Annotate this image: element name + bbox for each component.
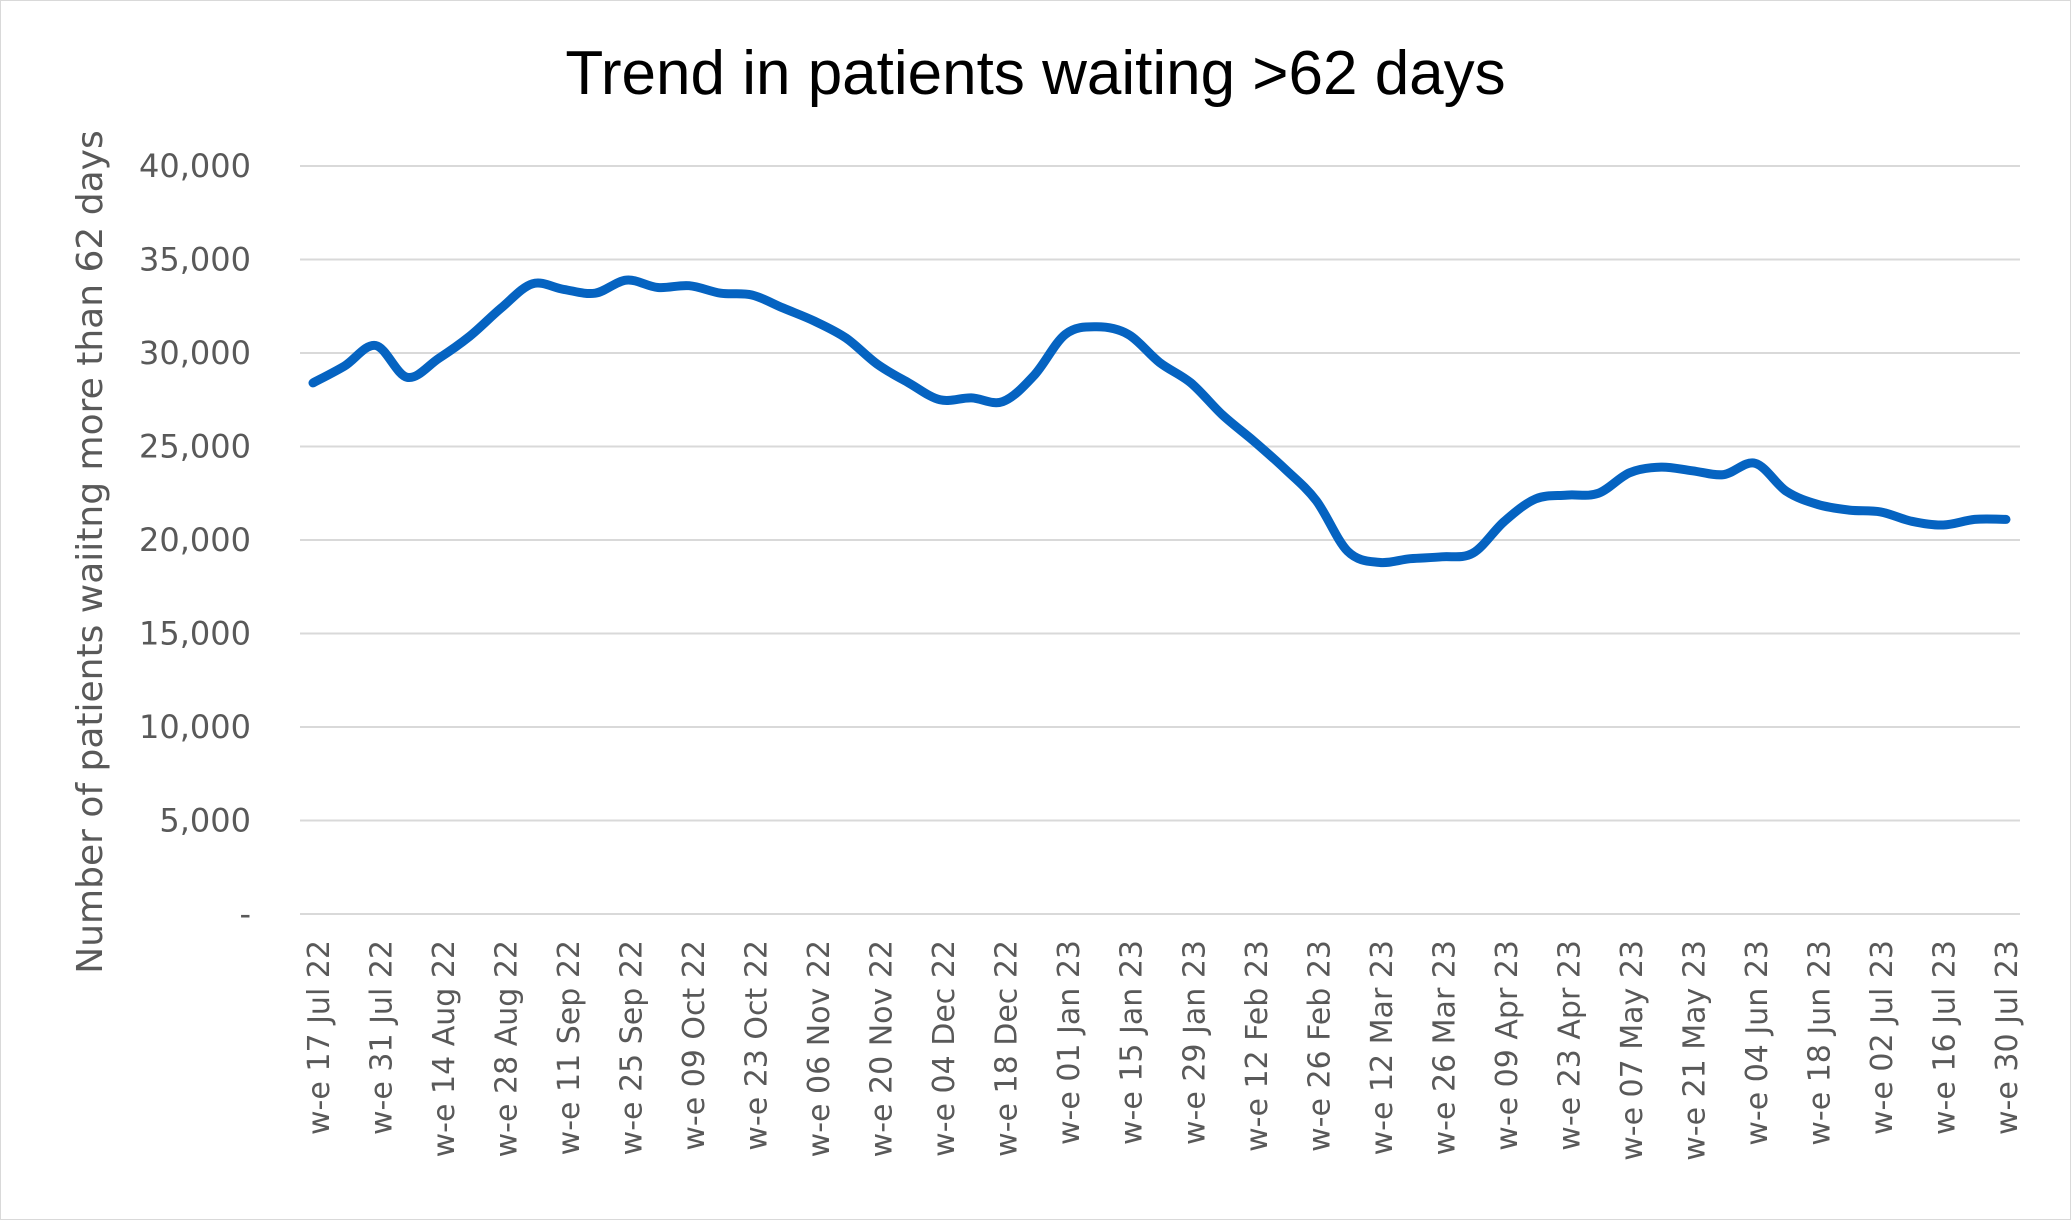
series-layer	[308, 275, 2011, 568]
y-axis-tick-labels: - 5,000 10,000 15,000 20,000 25,000 30,000 35,0…	[139, 147, 251, 933]
y-tick-label: 20,000	[139, 521, 251, 559]
x-tick-label: w-e 09 Oct 22	[677, 940, 712, 1151]
x-tick-label: w-e 23 Apr 23	[1552, 940, 1587, 1151]
y-tick-label: 35,000	[139, 241, 251, 279]
gridlines	[300, 165, 2020, 915]
x-tick-label: w-e 29 Jan 23	[1177, 940, 1212, 1145]
x-tick-label: w-e 01 Jan 23	[1052, 940, 1087, 1145]
y-tick-label: 15,000	[139, 615, 251, 653]
x-tick-label: w-e 31 Jul 22	[365, 940, 400, 1135]
x-tick-label: w-e 12 Feb 23	[1240, 940, 1275, 1152]
x-tick-label: w-e 16 Jul 23	[1927, 940, 1962, 1135]
x-tick-label: w-e 04 Dec 22	[927, 940, 962, 1157]
x-tick-label: w-e 12 Mar 23	[1365, 940, 1400, 1155]
x-tick-label: w-e 26 Mar 23	[1427, 940, 1462, 1155]
x-tick-label: w-e 18 Dec 22	[990, 940, 1025, 1157]
y-tick-label: 40,000	[139, 147, 251, 185]
x-axis-tick-labels: w-e 17 Jul 22 w-e 31 Jul 22 w-e 14 Aug 22 w…	[302, 940, 2025, 1161]
x-tick-label: w-e 21 May 23	[1677, 940, 1712, 1161]
x-tick-label: w-e 18 Jun 23	[1802, 940, 1837, 1146]
x-tick-label: w-e 07 May 23	[1615, 940, 1650, 1161]
x-tick-label: w-e 25 Sep 22	[615, 940, 650, 1155]
x-tick-label: w-e 28 Aug 22	[490, 940, 525, 1157]
x-tick-label: w-e 23 Oct 22	[740, 940, 775, 1151]
x-tick-label: w-e 26 Feb 23	[1302, 940, 1337, 1152]
x-tick-label: w-e 06 Nov 22	[802, 940, 837, 1157]
y-tick-label: 30,000	[139, 334, 251, 372]
x-tick-label: w-e 09 Apr 23	[1490, 940, 1525, 1151]
y-tick-label: -	[239, 895, 251, 933]
y-tick-label: 25,000	[139, 428, 251, 466]
y-axis-title: Number of patients waiitng more than 62 …	[70, 130, 111, 973]
y-tick-label: 5,000	[159, 802, 251, 840]
series-line	[308, 275, 2011, 568]
x-tick-label: w-e 11 Sep 22	[552, 940, 587, 1155]
x-tick-label: w-e 02 Jul 23	[1865, 940, 1900, 1135]
x-tick-label: w-e 17 Jul 22	[302, 940, 337, 1135]
chart-title: Trend in patients waiting >62 days	[565, 39, 1506, 108]
y-tick-label: 10,000	[139, 708, 251, 746]
x-tick-label: w-e 14 Aug 22	[427, 940, 462, 1157]
x-tick-label: w-e 04 Jun 23	[1740, 940, 1775, 1146]
x-tick-label: w-e 20 Nov 22	[865, 940, 900, 1157]
x-tick-label: w-e 15 Jan 23	[1115, 940, 1150, 1145]
x-tick-label: w-e 30 Jul 23	[1990, 940, 2025, 1135]
